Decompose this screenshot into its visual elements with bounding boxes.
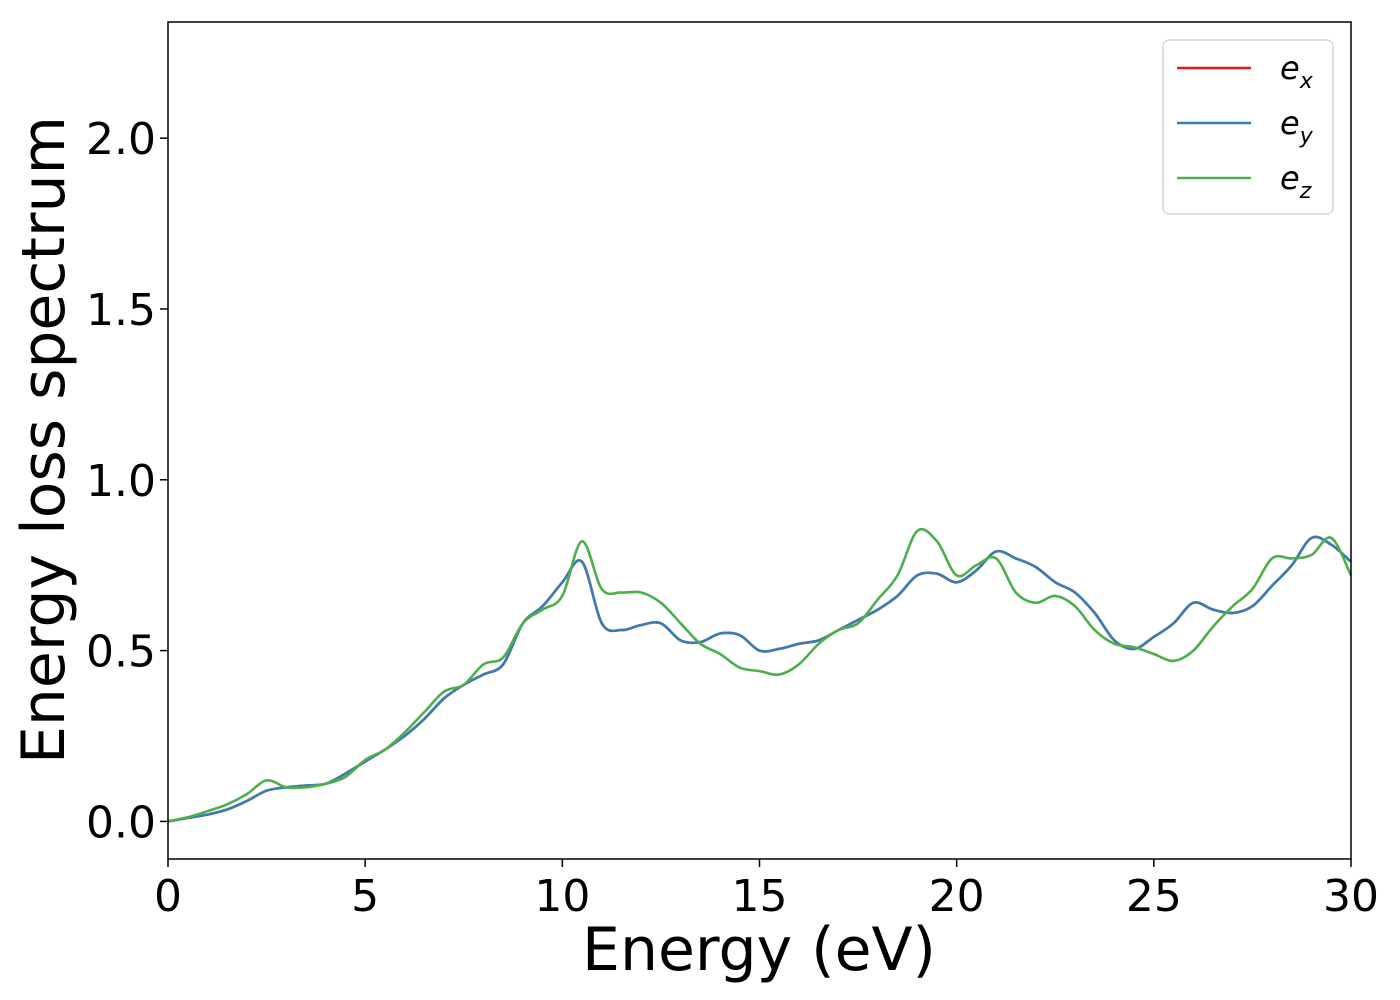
x-axis-ticks: 0 5 10 15 20 25 30 — [154, 859, 1379, 922]
x-tick-label: 30 — [1323, 871, 1379, 922]
series-line-e-y — [167, 535, 1352, 823]
series-line-e-z — [167, 527, 1353, 823]
legend-label-e-y: ey — [1280, 104, 1314, 149]
y-axis-ticks: 0.0 0.5 1.0 1.5 2.0 — [86, 114, 168, 848]
y-tick-label: 1.0 — [86, 456, 156, 507]
x-tick-label: 15 — [732, 871, 788, 922]
series-layer — [167, 527, 1353, 823]
x-tick-label: 10 — [534, 871, 590, 922]
x-tick-label: 0 — [154, 871, 182, 922]
y-axis-title: Energy loss spectrum — [9, 116, 79, 764]
legend-label-e-z: ez — [1280, 159, 1312, 204]
x-tick-label: 5 — [351, 871, 379, 922]
x-axis-title: Energy (eV) — [582, 915, 936, 985]
legend-label-e-x: ex — [1280, 49, 1314, 94]
y-tick-label: 0.0 — [86, 797, 156, 848]
legend: ex ey ez — [1162, 39, 1334, 215]
x-tick-label: 25 — [1126, 871, 1182, 922]
x-tick-label: 20 — [929, 871, 985, 922]
y-tick-label: 2.0 — [86, 114, 156, 165]
y-tick-label: 0.5 — [86, 627, 156, 678]
legend-box — [1162, 39, 1334, 215]
y-tick-label: 1.5 — [86, 285, 156, 336]
